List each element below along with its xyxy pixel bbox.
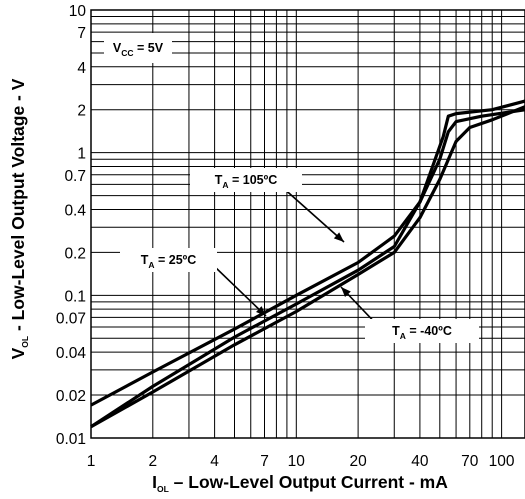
x-tick-label: 4 [210, 453, 219, 470]
x-tick-labels: 1 2 4 7 10 20 40 70 100 [87, 453, 515, 470]
series-line-2 [90, 99, 525, 429]
series-line-1 [90, 108, 525, 407]
grid [90, 9, 525, 439]
x-tick-label: 1 [87, 453, 96, 470]
annotation-t25: TA = 25ºC [141, 253, 197, 270]
annotation-tm40-box [365, 319, 479, 343]
arrow-25c-line [213, 265, 267, 317]
x-tick-label: 20 [349, 453, 367, 470]
arrow-m40c-head [341, 287, 351, 297]
y-tick-labels: 0.01 0.02 0.04 0.07 0.1 0.2 0.4 0.7 1 2 4 7 10 [56, 3, 87, 448]
arrow-105c-head [333, 232, 344, 242]
y-tick-label: 0.7 [64, 168, 86, 185]
series-line-3 [90, 105, 525, 429]
y-tick-label: 0.07 [56, 310, 86, 327]
y-tick-label: 10 [69, 3, 87, 20]
arrow-25c-head [256, 306, 266, 316]
x-axis-title-rest: – Low-Level Output Current - mA [169, 472, 448, 492]
annotation-tm40: TA = -40ºC [392, 324, 452, 341]
y-tick-label: 0.01 [56, 431, 86, 448]
y-tick-label: 7 [77, 25, 86, 42]
annotation-vcc: VCC = 5V [113, 41, 164, 58]
y-tick-label: 1 [77, 146, 86, 163]
x-axis-title: IOL – Low-Level Output Current - mA [152, 472, 448, 494]
y-axis-title-sub: OL [20, 336, 30, 348]
arrow-105c-line [280, 185, 345, 243]
series-lines [90, 99, 525, 429]
y-tick-label: 0.2 [64, 245, 86, 262]
y-tick-label: 4 [77, 60, 86, 77]
x-axis-title-sub: OL [157, 484, 169, 494]
annotation-vcc-box [104, 33, 172, 63]
y-tick-label: 0.1 [64, 288, 86, 305]
y-axis-title: VOL - Low-Level Output Voltage - V [8, 78, 30, 359]
annotation-t105-box [190, 168, 302, 192]
annotation-t25-box [120, 248, 217, 272]
x-tick-label: 2 [148, 453, 157, 470]
annotations: VCC = 5V TA = 105ºC TA = 25ºC TA = -40ºC [104, 33, 479, 343]
x-tick-label: 100 [489, 453, 515, 470]
y-tick-label: 0.4 [64, 202, 86, 219]
y-tick-label: 0.04 [56, 345, 87, 362]
y-axis-title-main: V [8, 347, 28, 359]
plot-frame [90, 9, 525, 439]
annotation-t105: TA = 105ºC [215, 173, 277, 190]
y-tick-label: 0.02 [56, 388, 86, 405]
y-axis-title-rest: - Low-Level Output Voltage - V [8, 78, 28, 336]
x-axis-title-main: I [152, 472, 157, 492]
x-tick-label: 10 [288, 453, 306, 470]
x-tick-label: 40 [411, 453, 429, 470]
x-tick-label: 7 [260, 453, 269, 470]
y-tick-label: 2 [77, 103, 86, 120]
x-tick-label: 70 [461, 453, 479, 470]
